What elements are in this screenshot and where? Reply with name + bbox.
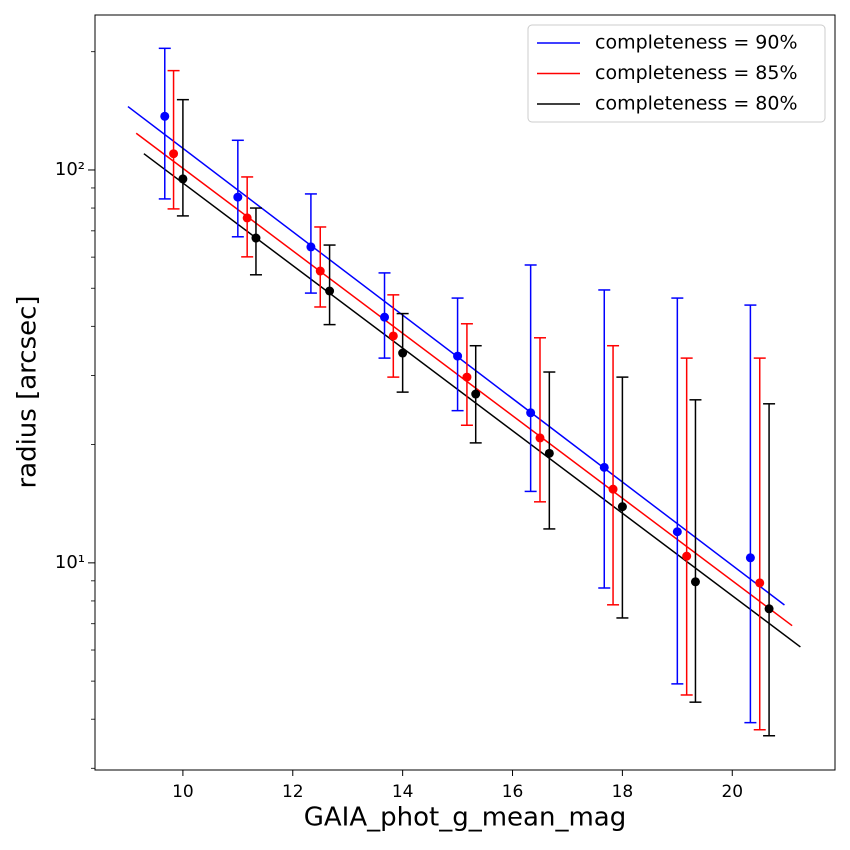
point: [462, 372, 472, 382]
point: [388, 331, 398, 341]
error-bar: [524, 264, 537, 493]
x-tick-label: 20: [721, 782, 743, 802]
x-tick-label: 14: [392, 782, 414, 802]
point: [325, 286, 335, 296]
point: [398, 348, 408, 358]
error-bar: [763, 403, 776, 737]
error-bar: [598, 289, 611, 589]
point: [599, 462, 609, 472]
x-tick-label: 10: [172, 782, 194, 802]
error-bar: [158, 47, 171, 200]
point: [682, 551, 692, 561]
point: [306, 242, 316, 252]
point: [608, 484, 618, 494]
point: [315, 266, 325, 276]
point: [251, 233, 261, 243]
point: [471, 389, 481, 399]
point: [535, 433, 545, 443]
error-bar: [167, 69, 180, 210]
point: [233, 192, 243, 202]
error-bar: [680, 357, 693, 696]
point: [755, 578, 765, 588]
y-tick-label: 10¹: [55, 552, 85, 573]
error-bar: [744, 304, 757, 724]
point: [764, 604, 774, 614]
error-bar: [607, 344, 620, 606]
point: [160, 111, 170, 121]
legend-label: completeness = 90%: [595, 32, 798, 54]
x-tick-label: 18: [612, 782, 634, 802]
point: [690, 577, 700, 587]
point: [242, 213, 252, 223]
error-bar: [753, 357, 766, 731]
error-bar: [533, 337, 546, 503]
point: [380, 312, 390, 322]
error-bar: [176, 98, 189, 217]
error-bar: [231, 139, 244, 238]
error-bar: [689, 399, 702, 703]
point: [169, 149, 179, 159]
y-tick-label: 10²: [55, 159, 85, 180]
point: [178, 174, 188, 184]
point: [617, 502, 627, 512]
point: [745, 553, 755, 563]
point: [526, 408, 536, 418]
error-bar: [616, 376, 629, 619]
legend-label: completeness = 85%: [595, 62, 798, 84]
point: [453, 351, 463, 361]
x-tick-label: 12: [282, 782, 304, 802]
plot-frame: [94, 14, 836, 771]
y-axis-label: radius [arcsec]: [13, 295, 43, 488]
point: [544, 448, 554, 458]
x-axis-label: GAIA_phot_g_mean_mag: [304, 803, 626, 833]
point: [672, 527, 682, 537]
legend-label: completeness = 80%: [595, 93, 798, 115]
legend-box: [527, 24, 826, 123]
error-bar: [671, 297, 684, 685]
x-tick-label: 16: [502, 782, 524, 802]
error-bar: [323, 244, 336, 326]
